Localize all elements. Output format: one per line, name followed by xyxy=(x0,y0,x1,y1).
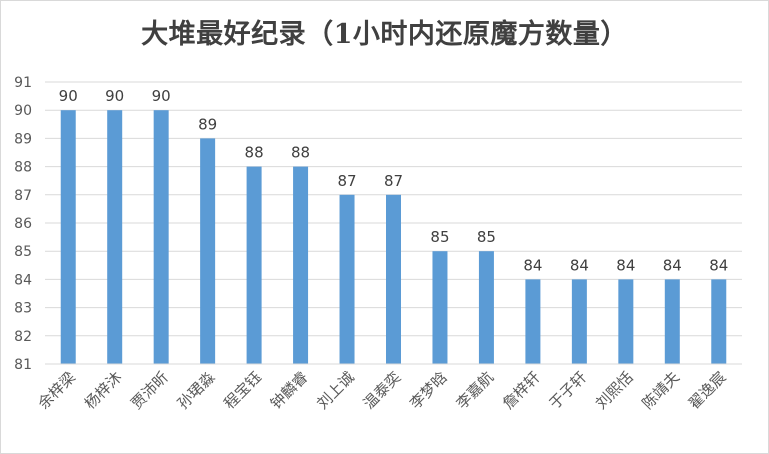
x-tick-label: 孙珺淼 xyxy=(174,368,219,413)
bar xyxy=(200,138,216,364)
x-tick-label: 李嘉航 xyxy=(453,368,498,413)
y-tick-label: 90 xyxy=(14,103,32,119)
bar xyxy=(711,279,727,364)
x-tick-label: 翟逸宸 xyxy=(685,368,730,413)
bar xyxy=(432,251,448,364)
data-label: 87 xyxy=(337,172,356,190)
x-tick-label: 温泰奕 xyxy=(360,368,405,413)
bar xyxy=(386,194,401,364)
bar xyxy=(618,279,634,364)
x-tick-label: 余梓梁 xyxy=(35,368,80,413)
y-tick-label: 91 xyxy=(14,75,32,91)
bar xyxy=(246,166,262,364)
x-tick-label: 程宝钰 xyxy=(220,368,265,413)
data-label: 90 xyxy=(59,87,78,105)
data-label: 84 xyxy=(570,256,589,274)
x-tick-label: 于子轩 xyxy=(546,368,591,413)
y-tick-label: 85 xyxy=(14,244,32,260)
bar xyxy=(293,166,309,364)
data-label: 90 xyxy=(105,87,124,105)
bar xyxy=(571,279,587,364)
bar xyxy=(339,194,355,364)
bar xyxy=(60,110,76,364)
bar xyxy=(664,279,680,364)
x-tick-label: 杨梓沐 xyxy=(81,368,126,413)
y-tick-label: 88 xyxy=(14,160,32,176)
data-label: 89 xyxy=(198,115,217,133)
y-tick-label: 84 xyxy=(14,272,32,288)
y-tick-label: 81 xyxy=(14,357,32,373)
data-label: 87 xyxy=(384,172,403,190)
y-tick-label: 82 xyxy=(14,329,32,345)
data-label: 84 xyxy=(616,256,635,274)
bar xyxy=(107,110,123,364)
data-label: 84 xyxy=(523,256,542,274)
data-label: 84 xyxy=(663,256,682,274)
x-tick-label: 刘上诚 xyxy=(313,368,358,413)
x-tick-label: 李梦晗 xyxy=(406,368,451,413)
x-tick-label: 贾沛昕 xyxy=(127,368,172,413)
y-tick-label: 89 xyxy=(14,131,32,147)
x-tick-label: 陈靖夫 xyxy=(639,368,684,413)
y-tick-label: 86 xyxy=(14,216,32,232)
x-tick-label: 刘熙恬 xyxy=(592,368,637,413)
data-label: 88 xyxy=(245,144,264,162)
x-tick-label: 詹梓轩 xyxy=(499,368,544,413)
data-label: 84 xyxy=(709,256,728,274)
y-tick-label: 87 xyxy=(14,188,32,204)
y-tick-label: 83 xyxy=(14,301,32,317)
x-tick-label: 钟麟睿 xyxy=(267,368,312,413)
data-label: 90 xyxy=(152,87,171,105)
data-label: 85 xyxy=(477,228,496,246)
bar xyxy=(525,279,541,364)
data-label: 85 xyxy=(430,228,449,246)
chart-title: 大堆最好纪录（1小时内还原魔方数量） xyxy=(141,19,628,50)
bar xyxy=(478,251,494,364)
bar xyxy=(153,110,169,364)
data-label: 88 xyxy=(291,144,310,162)
